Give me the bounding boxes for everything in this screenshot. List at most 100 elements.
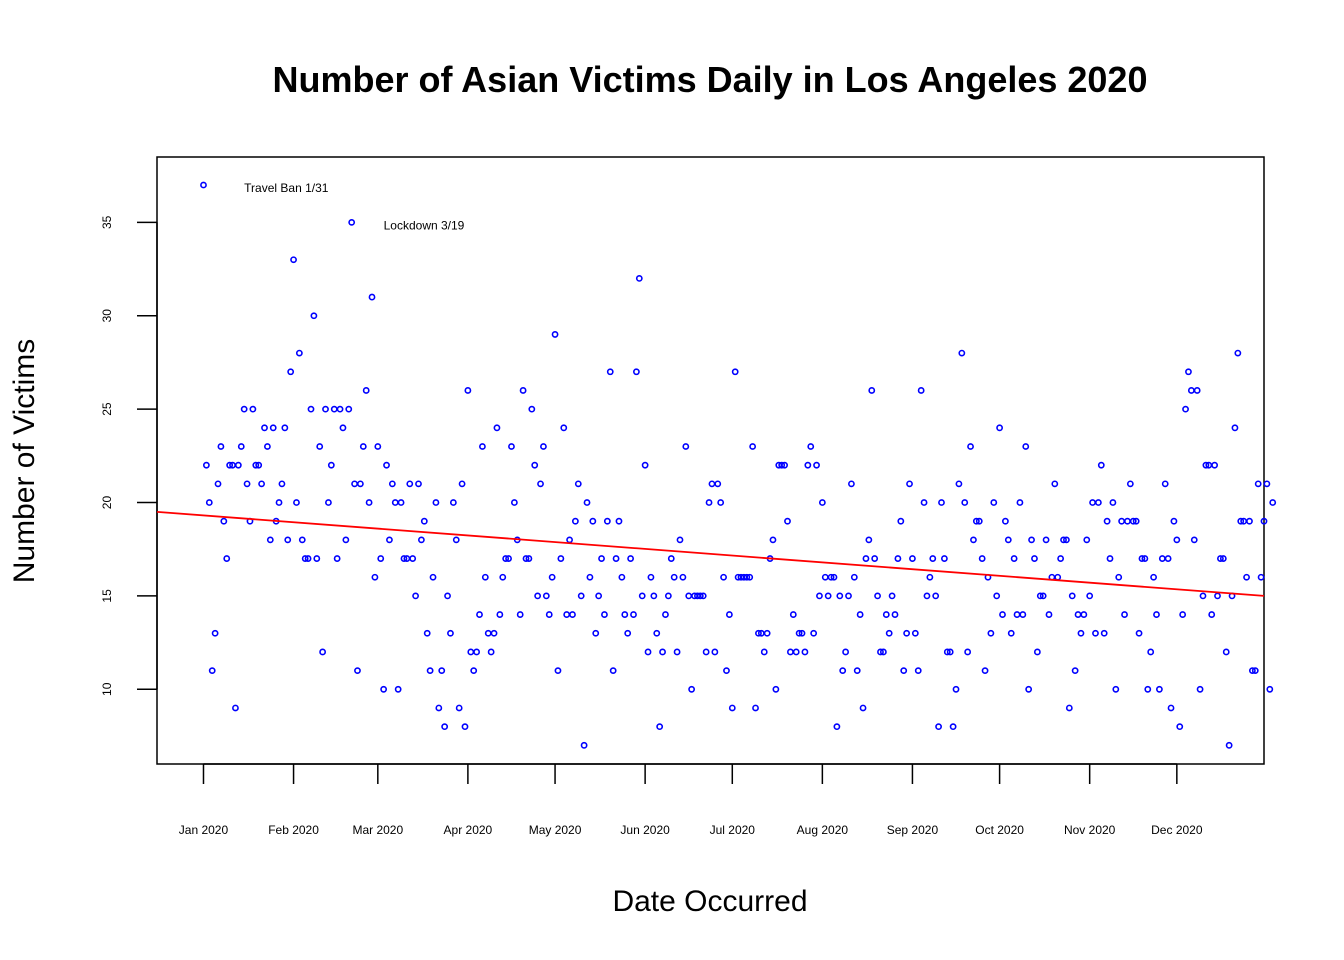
data-point <box>1004 536 1012 544</box>
data-point <box>1033 648 1041 656</box>
data-point <box>1121 611 1128 618</box>
data-point <box>993 592 1001 600</box>
data-point <box>1153 611 1160 618</box>
x-tick-label: Dec 2020 <box>1151 823 1203 837</box>
data-point <box>801 648 809 656</box>
data-point <box>1071 667 1079 675</box>
data-point <box>391 499 399 506</box>
data-point <box>1185 368 1192 376</box>
data-point <box>1068 592 1076 600</box>
data-point <box>447 629 454 637</box>
data-point <box>723 667 730 675</box>
data-point <box>929 555 937 562</box>
data-point <box>574 480 582 488</box>
data-point <box>217 443 225 450</box>
y-tick-label: 10 <box>100 682 114 696</box>
data-point <box>609 667 617 675</box>
data-point <box>1179 611 1187 618</box>
data-point <box>461 723 469 731</box>
y-tick-label: 20 <box>100 496 114 510</box>
data-point <box>1060 536 1067 544</box>
data-point <box>545 611 553 618</box>
data-point <box>1080 611 1088 618</box>
data-point <box>731 368 739 376</box>
data-point <box>449 499 457 506</box>
data-point <box>911 629 919 637</box>
data-point <box>798 629 806 637</box>
data-point <box>234 461 242 469</box>
data-point <box>371 573 379 581</box>
data-point <box>551 331 559 338</box>
data-point <box>705 499 713 506</box>
data-point <box>1057 555 1065 562</box>
data-point <box>1036 592 1044 600</box>
data-point <box>336 405 344 413</box>
data-point <box>333 555 341 562</box>
data-point <box>261 424 268 432</box>
data-point <box>1251 667 1259 675</box>
data-point <box>1106 555 1114 562</box>
data-point <box>1103 517 1111 525</box>
data-point <box>755 629 762 637</box>
data-point <box>577 592 585 600</box>
data-point <box>879 648 887 656</box>
data-point <box>653 629 661 637</box>
data-point <box>487 648 495 656</box>
data-point <box>505 555 512 562</box>
data-point <box>990 499 998 506</box>
data-point <box>418 536 425 544</box>
data-point <box>348 218 356 226</box>
data-point <box>223 555 231 562</box>
data-point <box>243 480 251 488</box>
data-point <box>362 387 370 394</box>
y-tick-label: 15 <box>100 589 114 603</box>
y-axis: 10 15 20 25 30 35 <box>100 215 158 696</box>
data-point <box>502 555 510 562</box>
data-point <box>871 555 879 562</box>
data-point <box>240 405 248 413</box>
data-point <box>205 499 213 506</box>
data-point <box>359 443 367 450</box>
data-point <box>1065 704 1073 712</box>
data-point <box>1269 499 1277 506</box>
data-point <box>452 536 460 544</box>
data-point <box>850 573 858 581</box>
data-point <box>1158 555 1166 562</box>
data-point <box>978 555 986 562</box>
data-point <box>1013 611 1021 618</box>
data-point <box>909 555 916 562</box>
data-point <box>406 480 414 488</box>
data-point <box>807 443 815 450</box>
annotation-label: Lockdown 3/19 <box>384 218 465 232</box>
data-point <box>232 704 239 712</box>
data-point <box>900 667 908 675</box>
data-point <box>295 349 303 357</box>
data-point <box>676 536 684 544</box>
data-point <box>255 461 263 469</box>
data-point <box>688 685 696 693</box>
data-point <box>853 667 861 675</box>
data-point <box>275 499 283 506</box>
data-point <box>1124 517 1131 525</box>
data-point <box>1086 592 1094 600</box>
data-point <box>906 480 913 488</box>
data-point <box>435 704 443 712</box>
data-point <box>1022 443 1030 450</box>
data-point <box>848 480 855 488</box>
data-point <box>882 611 890 618</box>
data-point <box>226 461 234 469</box>
data-point <box>711 648 719 656</box>
data-point <box>720 573 727 581</box>
x-axis-label: Date Occurred <box>612 885 807 918</box>
data-point <box>1164 555 1172 562</box>
data-point <box>516 611 524 618</box>
data-point <box>1257 573 1265 581</box>
data-point <box>595 592 603 600</box>
data-point <box>917 387 925 394</box>
data-point <box>938 499 945 506</box>
data-point <box>377 555 385 562</box>
data-point <box>975 517 983 525</box>
data-point <box>667 555 675 562</box>
data-point <box>583 499 591 506</box>
data-point <box>1051 480 1059 488</box>
